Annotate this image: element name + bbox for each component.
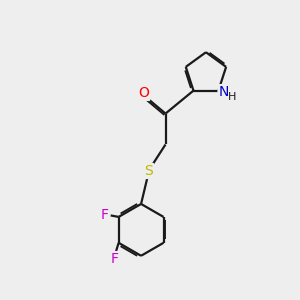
Text: H: H <box>227 92 236 102</box>
Text: N: N <box>218 85 229 99</box>
Text: S: S <box>144 164 153 178</box>
Text: F: F <box>110 252 118 266</box>
Text: O: O <box>138 86 149 100</box>
Text: F: F <box>101 208 109 222</box>
